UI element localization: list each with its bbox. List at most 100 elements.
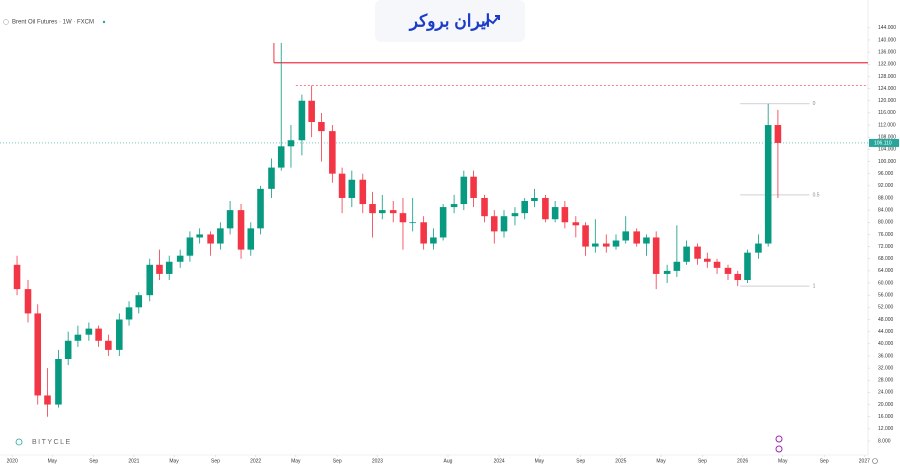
candle-body bbox=[409, 222, 416, 224]
y-tick-label: 76.000 bbox=[878, 232, 894, 238]
candle-body bbox=[369, 204, 376, 214]
candle-body bbox=[683, 246, 690, 262]
x-tick-label: 2027 bbox=[859, 458, 870, 464]
y-tick-label: 136.000 bbox=[878, 49, 896, 55]
x-tick-label: 2022 bbox=[250, 458, 261, 464]
candle-body bbox=[734, 273, 742, 280]
y-tick-label: 72.000 bbox=[878, 244, 894, 250]
y-tick-label: 32.000 bbox=[878, 365, 894, 371]
y-tick-label: 20.000 bbox=[878, 402, 894, 408]
y-tick-label: 132.000 bbox=[878, 62, 896, 68]
candle-body bbox=[348, 179, 356, 198]
candle-body bbox=[582, 225, 589, 247]
x-tick-label: Sep bbox=[698, 458, 707, 464]
candle-body bbox=[207, 234, 214, 244]
candle-body bbox=[430, 237, 437, 244]
candle-body bbox=[542, 197, 549, 220]
candle-body bbox=[521, 201, 528, 214]
y-tick-label: 36.000 bbox=[878, 353, 894, 359]
event-icon[interactable] bbox=[775, 445, 783, 453]
candle-body bbox=[146, 264, 154, 296]
last-price-label: 106.110 bbox=[874, 140, 892, 146]
x-tick-label: 2026 bbox=[737, 458, 748, 464]
candle-body bbox=[165, 261, 173, 274]
candle-body bbox=[186, 237, 194, 256]
candle-body bbox=[663, 270, 671, 274]
candle-body bbox=[399, 213, 407, 223]
y-tick-label: 8.000 bbox=[878, 438, 891, 444]
x-tick-label: May bbox=[656, 458, 666, 464]
candle-body bbox=[490, 216, 498, 232]
watermark: BITYCLE bbox=[32, 439, 72, 446]
candle-body bbox=[551, 207, 559, 220]
event-icon[interactable] bbox=[775, 435, 783, 443]
candle-body bbox=[156, 264, 163, 274]
candle-body bbox=[744, 252, 751, 280]
y-tick-label: 12.000 bbox=[878, 426, 894, 432]
y-tick-label: 84.000 bbox=[878, 207, 894, 213]
candle-body bbox=[724, 267, 732, 274]
y-tick-label: 52.000 bbox=[878, 305, 894, 311]
x-tick-label: May bbox=[48, 458, 58, 464]
candle-body bbox=[652, 237, 660, 274]
candle-body bbox=[694, 246, 701, 259]
candle-body bbox=[450, 204, 458, 208]
y-tick-label: 16.000 bbox=[878, 414, 894, 420]
y-tick-label: 124.000 bbox=[878, 86, 896, 92]
y-tick-label: 28.000 bbox=[878, 378, 894, 384]
candle-body bbox=[95, 328, 102, 341]
candle-body bbox=[378, 210, 386, 214]
candle-body bbox=[561, 207, 569, 223]
x-tick-label: 2025 bbox=[615, 458, 626, 464]
candle-body bbox=[237, 210, 245, 250]
candle-body bbox=[389, 210, 397, 214]
candle-body bbox=[500, 216, 508, 232]
symbol-icon bbox=[3, 19, 9, 25]
candle-body bbox=[755, 243, 762, 253]
candle-body bbox=[774, 125, 782, 143]
y-tick-label: 144.000 bbox=[878, 25, 896, 31]
candle-body bbox=[764, 125, 772, 244]
candle-body bbox=[125, 307, 133, 320]
settings-button[interactable] bbox=[872, 458, 878, 464]
x-tick-label: May bbox=[535, 458, 545, 464]
candle-body bbox=[329, 131, 336, 174]
y-tick-label: 56.000 bbox=[878, 293, 894, 299]
candle-body bbox=[226, 210, 234, 229]
y-tick-label: 96.000 bbox=[878, 171, 894, 177]
y-tick-label: 64.000 bbox=[878, 268, 894, 274]
fib-label: 0.5 bbox=[813, 192, 820, 198]
candle-body bbox=[217, 228, 224, 244]
candle-body bbox=[85, 328, 93, 335]
chart-title: Brent Oil Futures · 1W · FXCM bbox=[12, 20, 94, 26]
y-tick-label: 116.000 bbox=[878, 110, 896, 116]
brand-box bbox=[375, 0, 525, 42]
candle-body bbox=[196, 234, 203, 238]
candle-body bbox=[511, 213, 519, 217]
candle-body bbox=[420, 222, 427, 244]
candle-body bbox=[176, 255, 184, 262]
candle-body bbox=[74, 334, 82, 341]
candle-body bbox=[318, 122, 325, 132]
candle-body bbox=[612, 240, 620, 247]
candle-body bbox=[713, 261, 721, 268]
candle-body bbox=[633, 231, 640, 244]
y-tick-label: 68.000 bbox=[878, 256, 894, 262]
y-tick-label: 80.000 bbox=[878, 220, 894, 226]
candle-body bbox=[116, 319, 123, 350]
y-tick-label: 104.000 bbox=[878, 147, 896, 153]
candle-body bbox=[470, 176, 477, 198]
status-dot bbox=[102, 20, 106, 24]
candle-body bbox=[55, 358, 62, 405]
x-tick-label: 2023 bbox=[372, 458, 383, 464]
y-tick-label: 120.000 bbox=[878, 98, 896, 104]
y-tick-label: 24.000 bbox=[878, 390, 894, 396]
candle-body bbox=[268, 167, 275, 189]
candle-body bbox=[460, 176, 468, 205]
x-tick-label: 2024 bbox=[494, 458, 505, 464]
y-tick-label: 44.000 bbox=[878, 329, 894, 335]
candle-body bbox=[298, 100, 306, 141]
y-tick-label: 128.000 bbox=[878, 74, 896, 80]
candle-body bbox=[338, 173, 346, 198]
y-tick-label: 60.000 bbox=[878, 280, 894, 286]
